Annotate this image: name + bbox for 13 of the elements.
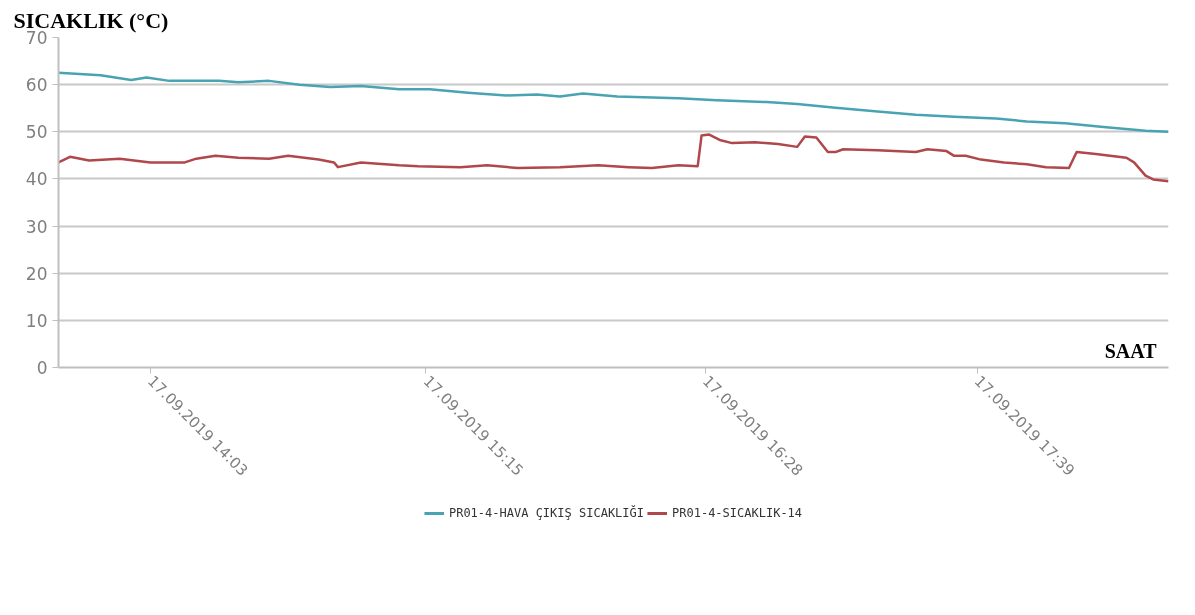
legend-label: PR01-4-SICAKLIK-14 — [672, 506, 803, 520]
y-tick-label: 30 — [25, 216, 48, 237]
y-tick-label: 50 — [25, 122, 48, 143]
legend-label: PR01-4-HAVA ÇIKIŞ SICAKLIĞI — [448, 506, 645, 520]
line-series — [58, 133, 1169, 183]
y-tick-label: 20 — [25, 263, 48, 284]
y-tick-label: 0 — [36, 358, 48, 378]
line-series — [58, 71, 1169, 134]
y-tick-label: 40 — [25, 169, 48, 190]
y-tick-label: 10 — [25, 310, 48, 331]
x-axis-title: SAAT — [1104, 339, 1158, 362]
y-tick-label: 60 — [25, 75, 48, 96]
y-tick-label: 70 — [25, 28, 48, 48]
